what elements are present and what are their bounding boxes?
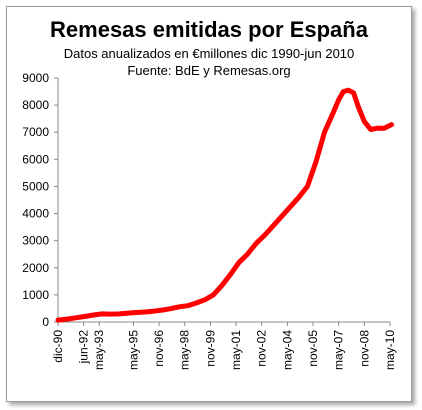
- x-tick-label: may-93: [92, 330, 106, 370]
- y-tick-label: 7000: [22, 125, 49, 139]
- x-tick-label: may-01: [229, 330, 243, 370]
- chart-subtitle: Datos anualizados en €millones dic 1990-…: [63, 46, 355, 61]
- x-tick-label: nov-02: [255, 330, 269, 367]
- x-tick-label: nov-08: [357, 330, 371, 367]
- x-tick-label: may-95: [126, 330, 140, 370]
- watermark: ©Remesas.org 2010: [119, 133, 338, 159]
- y-tick-label: 5000: [22, 179, 49, 193]
- chart-source: Fuente: BdE y Remesas.org: [127, 63, 291, 78]
- chart-title: Remesas emitidas por España: [50, 17, 368, 42]
- x-tick-label: nov-99: [203, 330, 217, 367]
- y-tick-label: 3000: [22, 234, 49, 248]
- y-tick-label: 1000: [22, 288, 49, 302]
- x-tick-label: jun-92: [77, 330, 91, 365]
- x-tick-label: may-10: [383, 330, 397, 370]
- x-tick-label: may-07: [332, 330, 346, 370]
- y-tick-label: 4000: [22, 207, 49, 221]
- x-tick-label: nov-05: [306, 330, 320, 367]
- y-tick-label: 8000: [22, 98, 49, 112]
- x-tick-label: nov-96: [152, 330, 166, 367]
- y-tick-label: 2000: [22, 261, 49, 275]
- x-tick-label: may-98: [178, 330, 192, 370]
- y-tick-label: 6000: [22, 152, 49, 166]
- y-tick-label: 9000: [22, 71, 49, 85]
- plot-area: ©Remesas.org 2010 0 1000 2000 3000 4000 5000 60…: [22, 71, 397, 370]
- chart-frame: Remesas emitidas por España Datos anuali…: [6, 6, 412, 402]
- x-tick-label: may-04: [280, 330, 294, 370]
- series-line: [55, 87, 394, 323]
- x-tick-label: dic-90: [51, 330, 65, 363]
- y-tick-label: 0: [42, 315, 49, 329]
